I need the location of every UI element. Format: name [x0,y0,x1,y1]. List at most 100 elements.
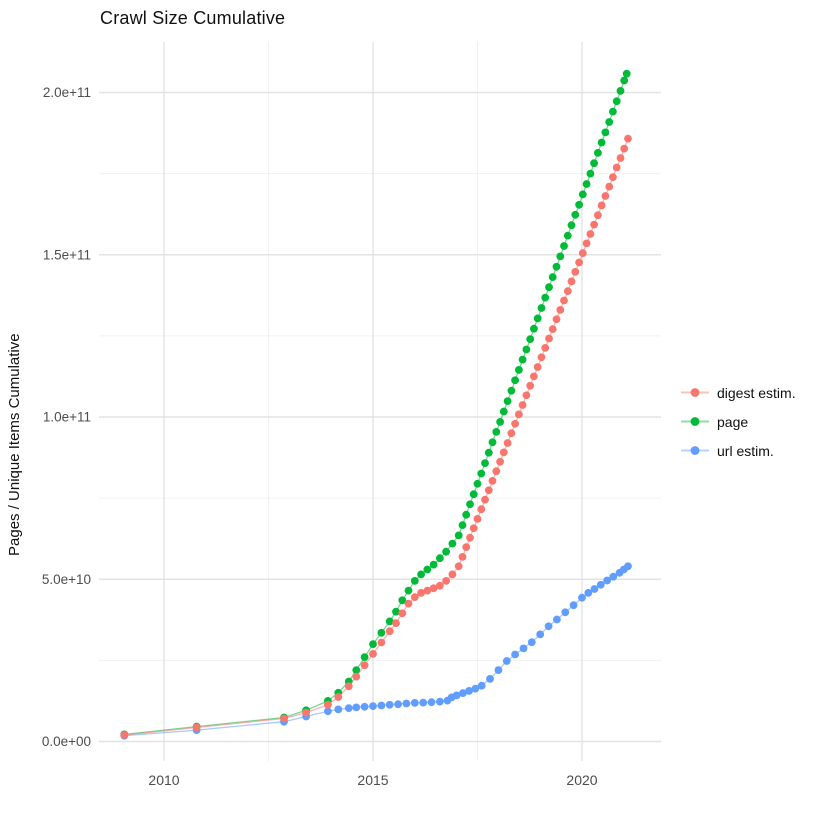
data-point-digest-estim [571,268,580,276]
data-point-page [622,69,631,78]
url-estim-key-icon [681,446,709,455]
data-point-url-estim [502,657,511,665]
data-point-digest-estim [515,410,523,419]
data-point-url-estim [561,608,570,617]
data-point-page [605,118,614,126]
data-point-page [360,653,369,661]
data-point-url-estim [584,589,593,597]
data-point-digest-estim [344,682,353,691]
data-point-page [385,617,394,626]
series-digest-estim [120,134,632,739]
data-point-page [537,304,546,312]
data-point-digest-estim [410,593,419,601]
data-point-page [571,210,580,219]
data-point-url-estim [452,691,461,700]
data-point-page [526,335,535,343]
gridlines [99,42,661,761]
series-url-estim-line [124,565,629,737]
data-point-page [567,221,576,230]
data-point-page [518,355,527,364]
data-point-digest-estim [530,372,538,381]
data-point-url-estim [553,615,561,624]
data-point-digest-estim [385,627,394,636]
data-point-page [469,490,478,499]
data-point-digest-estim [556,306,565,314]
data-point-url-estim [624,562,632,571]
data-point-page [477,469,486,478]
data-point-digest-estim [560,296,568,305]
data-point-url-estim [352,703,361,712]
data-point-digest-estim [578,249,587,257]
data-point-url-estim [324,707,332,716]
data-point-digest-estim [454,562,463,571]
data-point-page [620,76,629,85]
data-point-page [442,547,450,556]
data-point-url-estim [477,681,486,690]
data-point-digest-estim [377,638,386,647]
data-point-page [612,97,621,106]
data-point-digest-estim [526,381,535,390]
data-point-page [616,87,625,95]
data-point-url-estim [344,704,353,712]
chart-title: Crawl Size Cumulative [100,8,286,28]
data-point-digest-estim [398,609,407,618]
y-axis-title: Pages / Unique Items Cumulative [6,333,23,556]
data-point-page [541,293,550,302]
data-point-url-estim [459,689,467,697]
legend-item-url-estim: url estim. [680,441,796,460]
data-point-digest-estim [575,258,583,267]
data-point-digest-estim [404,599,413,608]
data-point-url-estim [360,702,369,711]
data-point-digest-estim [334,693,343,701]
data-point-digest-estim [496,457,504,466]
data-point-digest-estim [484,486,493,495]
legend-item-digest-estim: digest estim. [680,383,796,402]
data-point-digest-estim [582,239,591,248]
data-point-url-estim [394,700,402,709]
data-point-digest-estim [586,230,595,238]
y-tick-label: 0.0e+00 [42,734,91,749]
data-point-page [560,242,568,250]
data-point-page [458,521,467,529]
data-point-page [377,628,386,637]
legend-label-digest-estim: digest estim. [717,384,796,401]
legend-label-page: page [717,413,749,430]
data-point-digest-estim [601,192,610,200]
data-point-digest-estim [511,419,519,428]
data-point-page [462,510,471,519]
data-point-url-estim [334,705,343,714]
data-point-digest-estim [192,723,201,732]
data-point-digest-estim [597,201,606,210]
series-page-line [124,73,628,736]
data-point-digest-estim [590,220,598,229]
data-point-digest-estim [477,505,486,514]
data-point-digest-estim [360,661,369,670]
data-point-page [548,273,557,281]
data-point-page [392,607,400,616]
data-point-digest-estim [616,154,625,162]
data-point-url-estim [410,699,419,707]
data-point-page [436,554,444,563]
legend-item-page: page [680,412,796,431]
y-tick-label: 5.0e+10 [42,572,91,587]
axis-tick-labels: 0.0e+00 5.0e+10 1.0e+11 1.5e+11 2.0e+11 2010 2… [42,85,598,788]
data-point-page [552,262,561,271]
data-point-digest-estim [552,315,561,324]
data-point-digest-estim [567,277,576,286]
data-point-url-estim [569,601,578,610]
data-point-digest-estim [499,448,508,457]
data-point-digest-estim [481,495,489,504]
data-point-page [545,283,553,292]
data-point-page [481,459,489,467]
y-tick-label: 2.0e+11 [43,85,91,100]
data-point-page [586,169,595,178]
data-point-page [578,190,587,199]
data-point-digest-estim [473,515,482,523]
data-point-digest-estim [458,553,467,561]
data-point-digest-estim [324,700,332,709]
data-point-digest-estim [392,619,400,627]
data-point-page [597,138,606,147]
data-point-page [423,565,432,574]
data-point-page [563,231,572,240]
data-point-digest-estim [462,543,471,551]
